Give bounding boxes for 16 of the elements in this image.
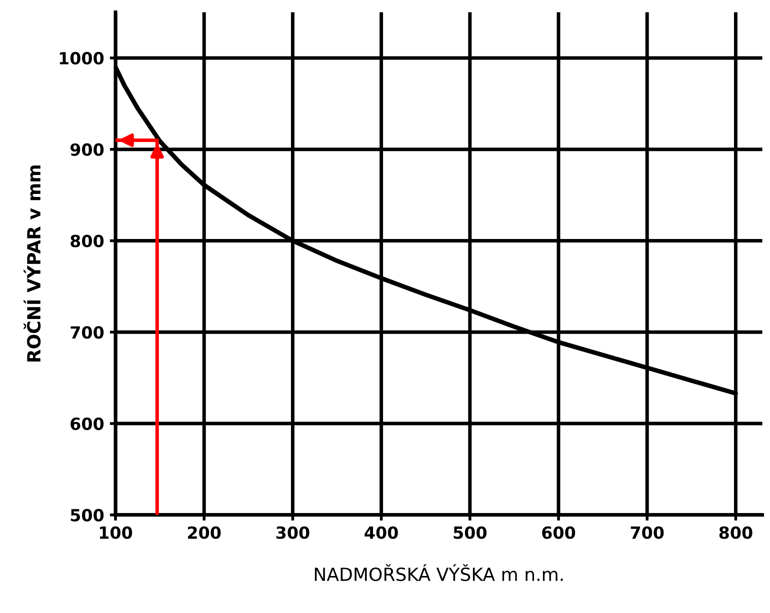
x-tick-label: 600 bbox=[542, 526, 576, 539]
x-tick-label: 300 bbox=[276, 526, 310, 539]
y-tick-label: 900 bbox=[70, 143, 104, 156]
x-tick-label: 700 bbox=[630, 526, 664, 539]
x-axis-title: NADMOŘSKÁ VÝŠKA m n.m. bbox=[314, 564, 563, 582]
x-tick-label: 200 bbox=[188, 526, 221, 539]
x-tick-label: 100 bbox=[100, 526, 132, 539]
y-tick-label: 600 bbox=[70, 417, 104, 430]
x-tick-label: 400 bbox=[364, 526, 398, 539]
y-tick-label: 800 bbox=[70, 234, 104, 248]
y-tick-label: 1000 bbox=[60, 52, 104, 65]
y-tick-label: 500 bbox=[70, 508, 104, 522]
x-tick-label: 800 bbox=[719, 526, 752, 539]
y-axis-title: ROČNÍ VÝPAR v mm bbox=[24, 165, 41, 362]
x-tick-label: 500 bbox=[454, 526, 487, 539]
y-tick-label: 700 bbox=[70, 326, 104, 339]
